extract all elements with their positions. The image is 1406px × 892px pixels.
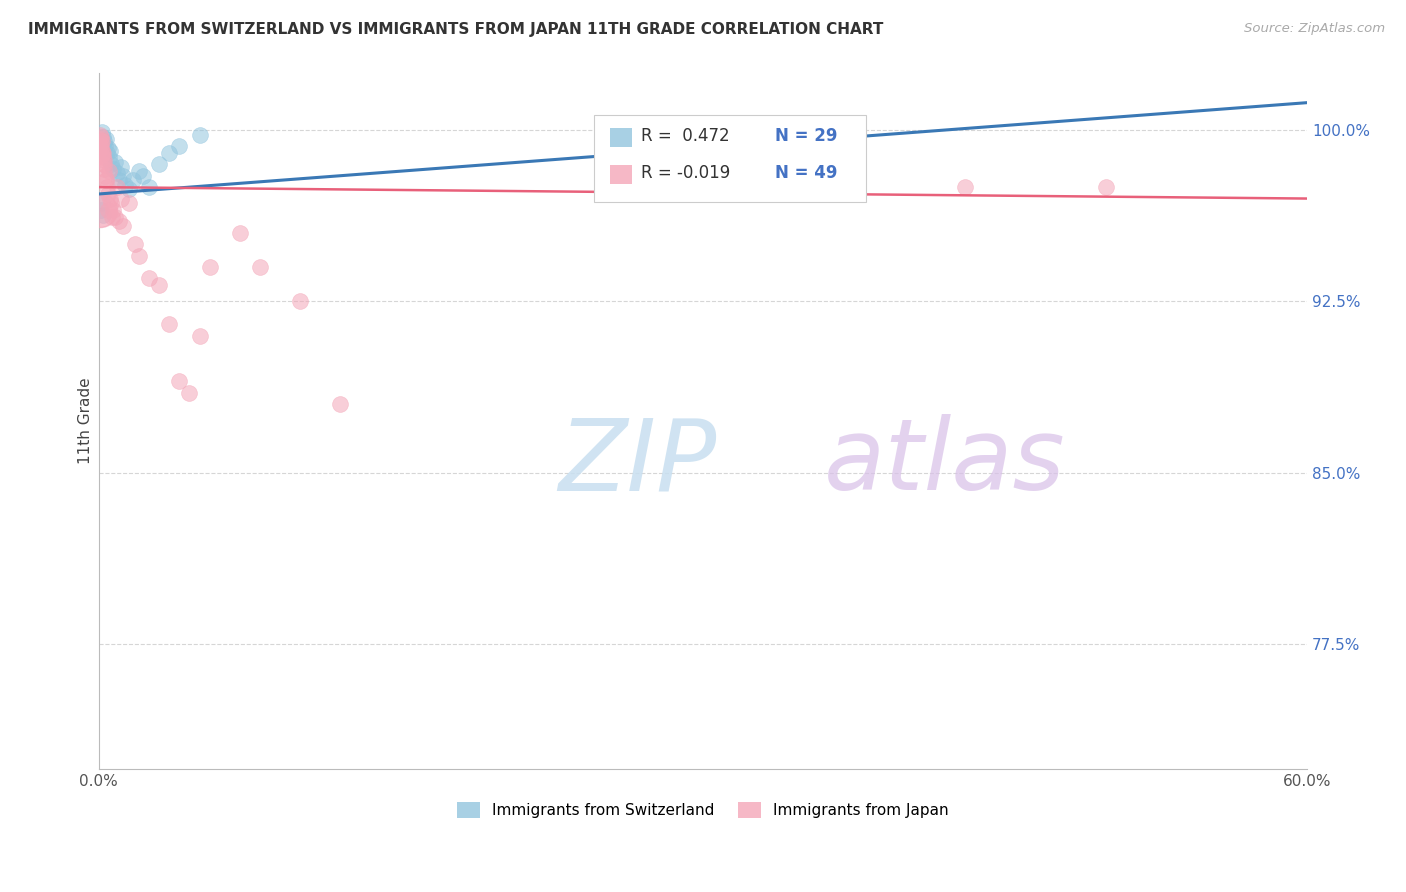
Point	[91, 129, 114, 144]
Point	[96, 145, 118, 160]
Point	[953, 180, 976, 194]
Point	[93, 161, 115, 176]
Point	[100, 157, 122, 171]
Point	[111, 219, 134, 233]
Point	[104, 155, 127, 169]
Point	[90, 145, 112, 160]
Point	[91, 145, 114, 160]
Point	[198, 260, 221, 274]
Point	[118, 182, 141, 196]
Point	[128, 164, 150, 178]
Point	[105, 180, 128, 194]
Point	[91, 208, 114, 222]
Point	[101, 202, 124, 217]
Point	[1094, 180, 1116, 194]
Point	[94, 173, 117, 187]
Text: IMMIGRANTS FROM SWITZERLAND VS IMMIGRANTS FROM JAPAN 11TH GRADE CORRELATION CHAR: IMMIGRANTS FROM SWITZERLAND VS IMMIGRANT…	[28, 22, 883, 37]
Point	[89, 128, 111, 142]
Point	[90, 136, 112, 151]
Y-axis label: 11th Grade: 11th Grade	[79, 378, 93, 465]
Point	[138, 271, 160, 285]
Point	[101, 161, 124, 176]
Point	[148, 157, 170, 171]
Point	[169, 374, 191, 388]
Point	[101, 210, 124, 224]
Point	[128, 249, 150, 263]
Legend: Immigrants from Switzerland, Immigrants from Japan: Immigrants from Switzerland, Immigrants …	[451, 797, 955, 824]
Point	[188, 328, 211, 343]
FancyBboxPatch shape	[610, 165, 631, 185]
Point	[96, 180, 118, 194]
Point	[91, 151, 114, 165]
Point	[118, 196, 141, 211]
Point	[179, 385, 201, 400]
Point	[157, 317, 180, 331]
Point	[148, 278, 170, 293]
Point	[90, 125, 112, 139]
Point	[90, 196, 112, 211]
Point	[90, 141, 112, 155]
Point	[108, 173, 131, 187]
Point	[90, 202, 112, 217]
Point	[122, 173, 145, 187]
Point	[104, 210, 127, 224]
Point	[132, 169, 155, 183]
Text: Source: ZipAtlas.com: Source: ZipAtlas.com	[1244, 22, 1385, 36]
Point	[229, 226, 252, 240]
Text: N = 29: N = 29	[776, 127, 838, 145]
Point	[91, 144, 114, 158]
Point	[91, 135, 114, 149]
Point	[98, 144, 121, 158]
Point	[89, 202, 111, 217]
Point	[138, 180, 160, 194]
Point	[90, 135, 112, 149]
Text: R = -0.019: R = -0.019	[641, 163, 731, 182]
Point	[89, 139, 111, 153]
Point	[90, 129, 112, 144]
Point	[110, 192, 132, 206]
Point	[93, 157, 115, 171]
Point	[93, 135, 115, 149]
Point	[100, 196, 122, 211]
Point	[93, 153, 115, 167]
Point	[111, 169, 134, 183]
FancyBboxPatch shape	[595, 115, 866, 202]
Point	[97, 141, 120, 155]
Text: ZIP: ZIP	[558, 415, 716, 511]
Point	[97, 186, 120, 201]
Point	[188, 128, 211, 142]
Text: R =  0.472: R = 0.472	[641, 127, 730, 145]
Point	[249, 260, 271, 274]
Point	[97, 151, 120, 165]
Point	[110, 160, 132, 174]
Point	[98, 192, 121, 206]
Point	[94, 169, 117, 183]
Point	[90, 148, 112, 162]
Point	[105, 166, 128, 180]
Text: atlas: atlas	[824, 415, 1066, 511]
Point	[97, 164, 120, 178]
Point	[89, 132, 111, 146]
Point	[108, 214, 131, 228]
Point	[94, 173, 117, 187]
Point	[91, 157, 114, 171]
Point	[124, 237, 146, 252]
Point	[94, 132, 117, 146]
Point	[97, 202, 120, 217]
FancyBboxPatch shape	[610, 128, 631, 147]
Point	[290, 294, 312, 309]
Point	[169, 139, 191, 153]
Point	[94, 139, 117, 153]
Point	[329, 397, 352, 411]
Point	[157, 145, 180, 160]
Text: N = 49: N = 49	[776, 163, 838, 182]
Point	[114, 178, 136, 192]
